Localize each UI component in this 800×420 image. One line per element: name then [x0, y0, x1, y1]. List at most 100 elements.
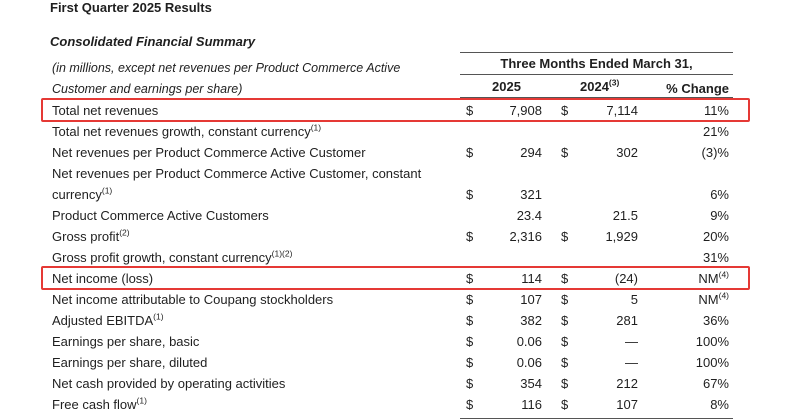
percent-change: 31%	[702, 250, 729, 265]
value-2024: 212	[616, 376, 638, 391]
value-2024: —	[625, 355, 638, 370]
currency-symbol-2025: $	[466, 334, 474, 349]
table-row: Net income (loss) $114 $ (24) NM(4)	[0, 269, 800, 292]
row-label: Earnings per share, diluted	[52, 355, 208, 370]
value-2024: 1,929	[605, 229, 638, 244]
table-row: Gross profit growth, constant currency(1…	[0, 248, 800, 271]
currency-symbol-2025: $	[466, 103, 474, 118]
row-label: Product Commerce Active Customers	[52, 208, 269, 223]
currency-symbol-2025: $	[466, 313, 474, 328]
table-row: Free cash flow(1) $116 $107 8%	[0, 395, 800, 418]
percent-change: 36%	[702, 313, 729, 328]
column-header-change: % Change	[666, 81, 729, 96]
row-label: Gross profit(2)	[52, 227, 130, 244]
table-row: Net cash provided by operating activitie…	[0, 376, 800, 397]
currency-symbol-2024: $	[561, 145, 569, 160]
currency-symbol-2024: $	[561, 355, 569, 370]
column-header-2024: 2024(3)	[580, 77, 620, 94]
currency-symbol-2025: $	[466, 355, 474, 370]
row-label: Earnings per share, basic	[52, 334, 200, 349]
table-row: Net revenues per Product Commerce Active…	[0, 145, 800, 166]
value-2024: 7,114	[606, 103, 638, 118]
value-2025: 23.4	[516, 208, 542, 223]
value-2024: (24)	[614, 271, 638, 286]
value-2025: 116	[521, 397, 542, 412]
value-2025: 0.06	[516, 355, 542, 370]
value-2024: —	[625, 334, 638, 349]
table-row: Earnings per share, diluted $0.06 $ — 100%	[0, 355, 800, 376]
percent-change: 8%	[710, 397, 729, 412]
currency-symbol-2025: $	[466, 187, 474, 202]
period-header: Three Months Ended March 31,	[500, 56, 693, 71]
period-header-rule	[460, 74, 733, 75]
value-2025: 0.06	[516, 334, 542, 349]
row-label: Net cash provided by operating activitie…	[52, 376, 286, 391]
row-label: Adjusted EBITDA(1)	[52, 311, 164, 328]
table-row: Earnings per share, basic $0.06 $ — 100%	[0, 334, 800, 355]
currency-symbol-2025: $	[466, 229, 474, 244]
currency-symbol-2025: $	[466, 376, 474, 391]
percent-change: 6%	[710, 187, 729, 202]
percent-change: 11%	[703, 103, 729, 118]
table-bottom-rule	[460, 418, 733, 419]
currency-symbol-2025: $	[466, 145, 474, 160]
table-title: Consolidated Financial Summary	[50, 34, 256, 49]
value-2024: 107	[616, 397, 638, 412]
percent-change: NM(4)	[698, 269, 729, 286]
percent-change: 9%	[710, 208, 729, 223]
value-2024: 281	[616, 313, 638, 328]
percent-change: 67%	[702, 376, 729, 391]
table-row: Total net revenues growth, constant curr…	[0, 122, 800, 145]
percent-change: 100%	[695, 334, 729, 349]
value-2025: 294	[520, 145, 542, 160]
row-label: Net revenues per Product Commerce Active…	[52, 145, 366, 160]
row-label: Free cash flow(1)	[52, 395, 147, 412]
value-2025: 382	[520, 313, 542, 328]
highlight-box-total-net-revenues	[41, 98, 750, 122]
table-row: Gross profit(2) $2,316 $1,929 20%	[0, 227, 800, 250]
currency-symbol-2024: $	[561, 271, 569, 286]
header-top-rule	[460, 52, 733, 53]
units-note-line-2: Customer and earnings per share)	[52, 82, 243, 96]
value-2025: 114	[521, 271, 542, 286]
table-row: Net revenues per Product Commerce Active…	[0, 166, 800, 187]
units-note-line-1: (in millions, except net revenues per Pr…	[52, 61, 401, 75]
value-2024: 5	[630, 292, 638, 307]
currency-symbol-2024: $	[561, 334, 569, 349]
table-row: Adjusted EBITDA(1) $382 $281 36%	[0, 311, 800, 334]
currency-symbol-2024: $	[561, 397, 569, 412]
currency-symbol-2024: $	[561, 292, 569, 307]
value-2024: 302	[616, 145, 638, 160]
column-header-rule	[460, 97, 733, 98]
row-label: Net revenues per Product Commerce Active…	[52, 166, 422, 181]
currency-symbol-2024: $	[561, 103, 569, 118]
percent-change: 100%	[695, 355, 729, 370]
table-row: Product Commerce Active Customers 23.4 21.…	[0, 208, 800, 229]
row-label: Gross profit growth, constant currency(1…	[52, 248, 293, 265]
column-header-2025: 2025	[492, 79, 521, 94]
row-label: Net income attributable to Coupang stock…	[52, 292, 334, 307]
currency-symbol-2025: $	[466, 271, 474, 286]
value-2025: 321	[520, 187, 542, 202]
value-2024: 21.5	[612, 208, 638, 223]
value-2025: 2,316	[509, 229, 542, 244]
currency-symbol-2024: $	[561, 313, 569, 328]
row-label: Total net revenues	[52, 103, 159, 118]
table-row: currency(1) $321 6%	[0, 185, 800, 208]
percent-change: (3)%	[701, 145, 729, 160]
page-title: First Quarter 2025 Results	[50, 0, 212, 15]
currency-symbol-2024: $	[561, 229, 569, 244]
value-2025: 7,908	[509, 103, 542, 118]
row-label: currency(1)	[52, 185, 113, 202]
currency-symbol-2025: $	[466, 397, 474, 412]
currency-symbol-2025: $	[466, 292, 474, 307]
currency-symbol-2024: $	[561, 376, 569, 391]
highlight-box-net-income	[41, 266, 750, 290]
row-label: Net income (loss)	[52, 271, 154, 286]
table-row: Total net revenues $7,908 $7,114 11%	[0, 103, 800, 124]
percent-change: 20%	[702, 229, 729, 244]
row-label: Total net revenues growth, constant curr…	[52, 122, 322, 139]
percent-change: NM(4)	[698, 290, 729, 307]
table-row: Net income attributable to Coupang stock…	[0, 290, 800, 313]
value-2025: 107	[520, 292, 542, 307]
